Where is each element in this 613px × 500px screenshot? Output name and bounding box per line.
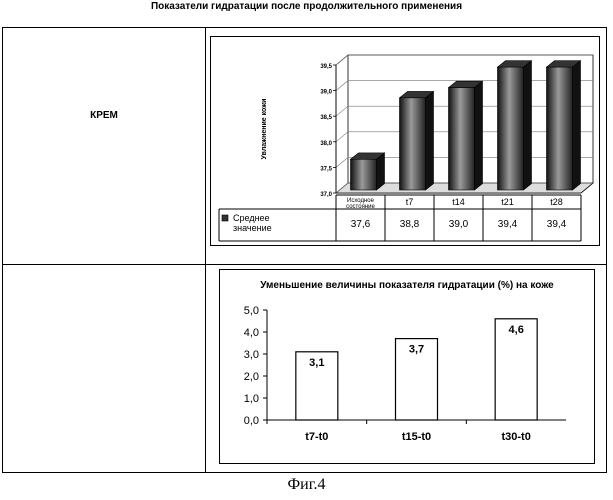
bar — [351, 159, 377, 190]
x-category-label: t28 — [550, 197, 563, 207]
x-category-label: t7 — [406, 197, 414, 207]
row-label-cream: КРЕМ — [3, 110, 205, 121]
y-tick-label: 39,0 — [320, 90, 332, 96]
y-axis-label: Увлажнение кожи — [261, 99, 268, 160]
y-tick-label: 3,0 — [244, 349, 259, 361]
x-category-label: t14 — [452, 197, 465, 207]
legend-label: Среднее — [233, 213, 270, 223]
x-category-label: t21 — [501, 197, 514, 207]
y-tick-label: 0,0 — [244, 415, 259, 427]
bar — [449, 88, 475, 190]
chart-title: Уменьшение величины показателя гидратаци… — [260, 280, 554, 291]
bar-side — [573, 61, 581, 190]
table-value: 38,8 — [400, 219, 420, 230]
reduction-chart: Уменьшение величины показателя гидратаци… — [220, 270, 594, 463]
x-category-label: t30-t0 — [501, 431, 530, 443]
x-category-label: t15-t0 — [402, 431, 431, 443]
bar — [547, 67, 573, 190]
legend-swatch — [222, 215, 228, 221]
y-tick-label: 5,0 — [244, 305, 259, 317]
y-tick-label: 39,5 — [320, 64, 332, 70]
figure-caption: Фиг.4 — [0, 476, 613, 494]
y-tick-label: 38,5 — [320, 115, 332, 121]
bar-value-label: 3,1 — [309, 357, 324, 369]
reduction-chart-panel: Уменьшение величины показателя гидратаци… — [219, 269, 595, 464]
bar-side — [475, 81, 483, 190]
x-category-label: состояние — [346, 204, 375, 210]
bar-side — [524, 61, 532, 190]
column-divider — [205, 28, 206, 472]
hydration-chart: 37,037,538,038,539,039,5Увлажнение кожиИ… — [211, 37, 599, 245]
x-category-label: t7-t0 — [305, 431, 328, 443]
legend-label: значение — [233, 223, 272, 233]
table-value: 39,0 — [449, 219, 469, 230]
y-tick-label: 37,0 — [320, 192, 332, 198]
bar-side — [377, 153, 385, 190]
figure-title: Показатели гидратации после продолжитель… — [0, 1, 613, 12]
hydration-chart-panel: 37,037,538,038,539,039,5Увлажнение кожиИ… — [210, 36, 600, 246]
y-tick-label: 38,0 — [320, 141, 332, 147]
table-value: 39,4 — [498, 219, 518, 230]
table-value: 37,6 — [351, 219, 371, 230]
bar-value-label: 4,6 — [509, 324, 524, 336]
bar — [498, 67, 524, 190]
row-divider — [3, 264, 606, 265]
bar-side — [426, 91, 434, 190]
y-tick-label: 1,0 — [244, 393, 259, 405]
y-tick-label: 4,0 — [244, 327, 259, 339]
y-tick-label: 2,0 — [244, 371, 259, 383]
bar-value-label: 3,7 — [409, 344, 424, 356]
bar — [400, 98, 426, 190]
table-value: 39,4 — [547, 219, 567, 230]
y-tick-label: 37,5 — [320, 166, 332, 172]
